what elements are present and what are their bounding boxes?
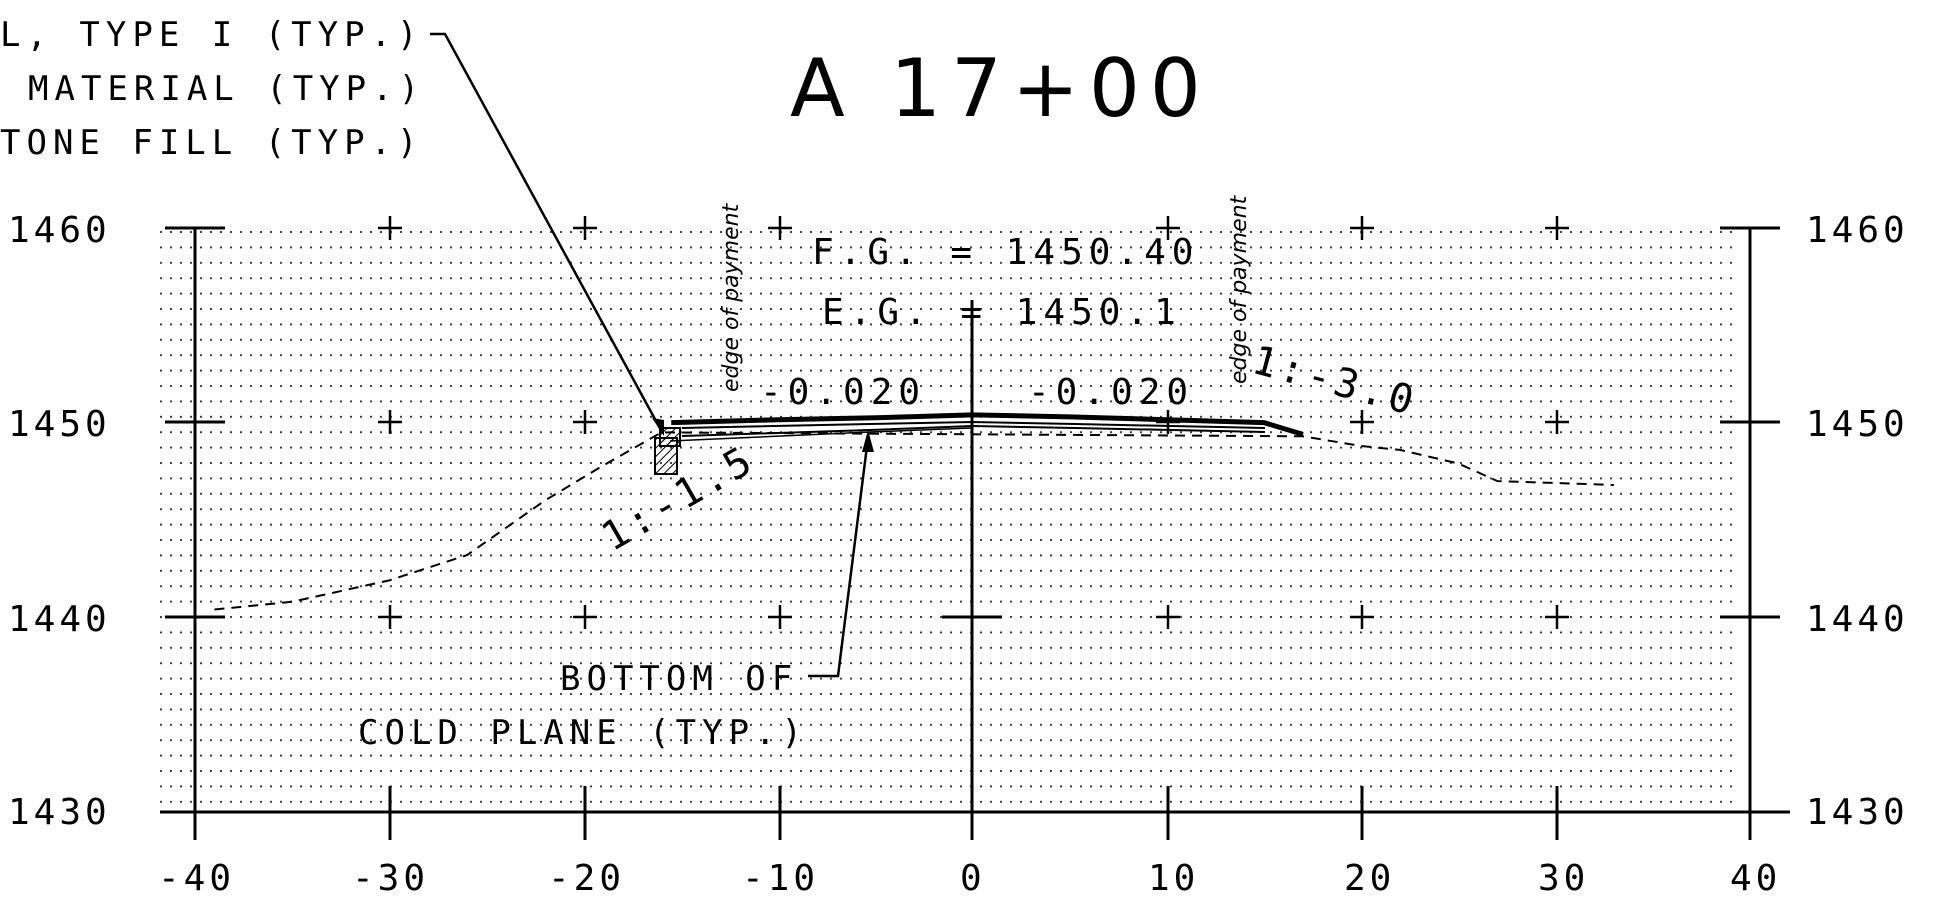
x-tick-40: 40 — [1730, 858, 1781, 898]
leader-lines — [430, 32, 870, 678]
axis-frame — [160, 228, 1790, 814]
station-title: A 17+00 — [790, 42, 1211, 135]
y-axis-ticks — [165, 226, 1780, 619]
note-bottom-of: BOTTOM OF — [560, 659, 798, 699]
note-stone-fill: TONE FILL (TYP.) — [0, 123, 424, 163]
x-tick-neg40: -40 — [158, 858, 235, 898]
y-tick-right-1450: 1450 — [1806, 404, 1909, 445]
edge-label-left: edge of payment — [719, 202, 744, 392]
existing-grade-label: E.G. = 1450.1 — [822, 292, 1182, 333]
x-tick-30: 30 — [1538, 858, 1589, 898]
leader-arrowhead-upper — [652, 418, 664, 436]
y-tick-right-1440: 1440 — [1806, 599, 1909, 640]
x-tick-neg10: -10 — [742, 858, 819, 898]
curb-block-upper — [659, 427, 681, 447]
x-axis-ticks — [193, 786, 1752, 840]
note-type-i: L, TYPE I (TYP.) — [0, 15, 424, 55]
x-tick-0: 0 — [960, 858, 986, 898]
existing-ground-line — [214, 431, 1614, 611]
x-tick-20: 20 — [1344, 858, 1395, 898]
pavement-layers — [669, 420, 1266, 442]
note-material: MATERIAL (TYP.) — [28, 69, 425, 109]
x-tick-neg20: -20 — [548, 858, 625, 898]
y-tick-left-1440: 1440 — [8, 599, 111, 640]
note-cold-plane: COLD PLANE (TYP.) — [358, 713, 808, 753]
cross-slope-right: -0.020 — [1028, 372, 1194, 413]
edge-label-right: edge of payment — [1227, 194, 1252, 384]
finish-grade-label: F.G. = 1450.40 — [812, 232, 1199, 273]
y-tick-right-1430: 1430 — [1806, 792, 1909, 833]
y-tick-left-1450: 1450 — [8, 404, 111, 445]
finished-grade-line — [671, 412, 1304, 437]
plot-grid — [160, 226, 1740, 806]
cross-slope-left: -0.020 — [760, 372, 926, 413]
x-tick-10: 10 — [1148, 858, 1199, 898]
profile-lines — [214, 412, 1614, 611]
y-tick-left-1460: 1460 — [8, 210, 111, 251]
y-tick-right-1460: 1460 — [1806, 210, 1909, 251]
leader-arrowhead — [862, 430, 874, 452]
y-tick-left-1430: 1430 — [8, 792, 111, 833]
x-tick-neg30: -30 — [352, 858, 429, 898]
